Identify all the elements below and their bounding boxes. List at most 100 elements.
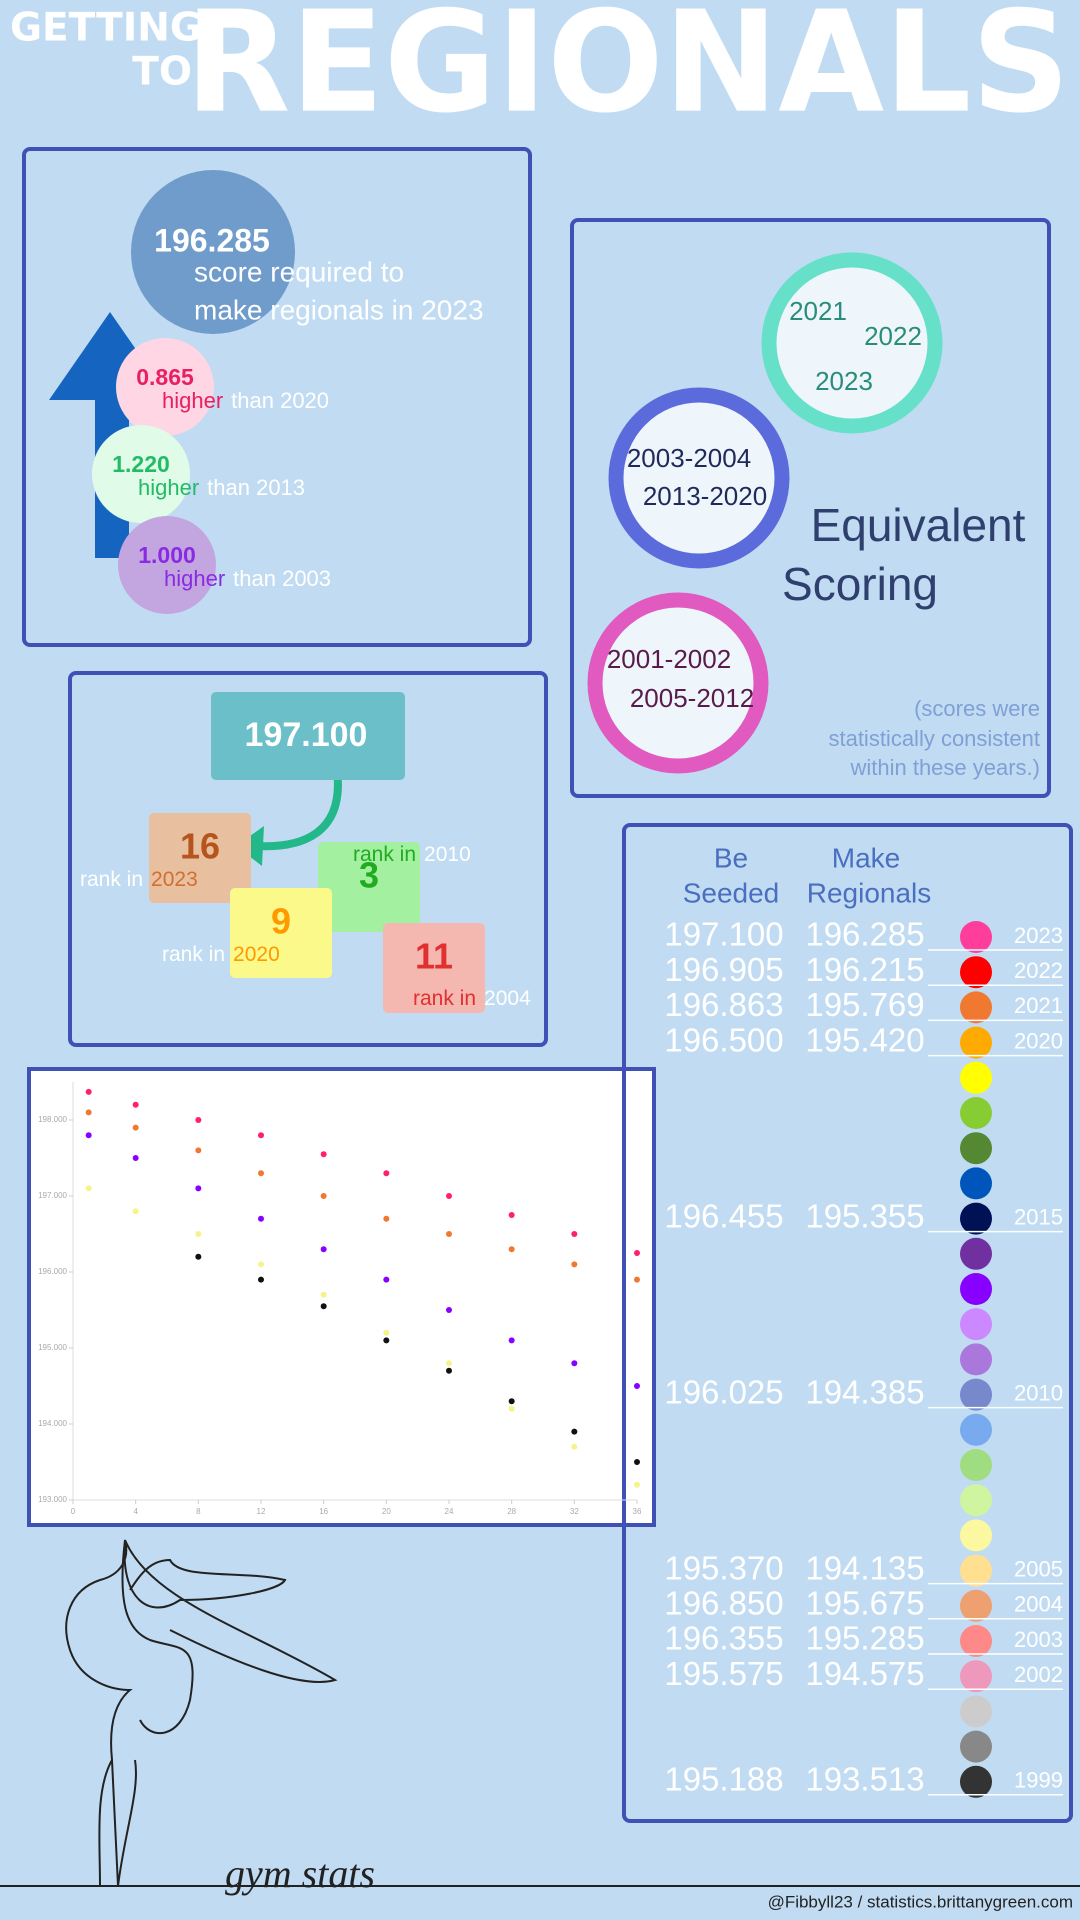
regionals-score: 194.575: [805, 1655, 924, 1692]
year-range: 2013-2020: [643, 481, 767, 511]
year-range: 2005-2012: [630, 683, 754, 713]
year: 2003: [1014, 1627, 1063, 1652]
point: [132, 1124, 139, 1131]
regionals-score: 195.355: [805, 1197, 924, 1234]
year-dot: [960, 1308, 992, 1341]
point: [508, 1212, 515, 1218]
year-ring: [587, 592, 769, 774]
year-dot: [960, 1589, 992, 1622]
year-dot: [960, 921, 992, 953]
year-dot: [960, 1061, 992, 1094]
year-dot: [960, 1413, 992, 1446]
rank: 11: [415, 936, 453, 977]
label: higher than 2013: [138, 475, 305, 500]
year: 2005: [1014, 1556, 1063, 1581]
year-dot: [960, 1343, 992, 1376]
seeded-score: 196.850: [664, 1585, 783, 1622]
point: [320, 1246, 327, 1253]
label-part: rank in: [353, 843, 416, 866]
score: 196.285: [154, 222, 270, 258]
year: 1999: [1014, 1768, 1063, 1793]
seeded-score: 196.500: [664, 1021, 783, 1058]
regionals-score: 196.215: [805, 951, 924, 988]
seeded-score: 196.905: [664, 951, 783, 988]
point: [85, 1185, 92, 1192]
point: [508, 1337, 515, 1344]
point: [383, 1276, 390, 1283]
point: [132, 1208, 139, 1215]
year-dot: [960, 1449, 992, 1481]
year-dot: [960, 1484, 992, 1517]
point: [132, 1101, 139, 1108]
label-part: higher: [138, 475, 199, 500]
y-tick-label: 197.000: [38, 1191, 67, 1200]
note: (scores were: [914, 696, 1040, 721]
year-ring: [761, 252, 943, 434]
label-part: 2004: [484, 987, 531, 1010]
point: [320, 1151, 327, 1158]
regionals-score: 195.285: [805, 1620, 924, 1657]
year-ring: [608, 387, 790, 569]
x-tick-label: 32: [570, 1507, 579, 1516]
point: [634, 1383, 640, 1389]
regionals-score: 194.135: [805, 1549, 924, 1586]
regionals-score: 195.420: [805, 1021, 924, 1058]
point: [195, 1231, 202, 1237]
year: 2020: [1014, 1028, 1063, 1053]
point: [508, 1405, 515, 1412]
point: [258, 1215, 264, 1222]
column-header: Be: [714, 842, 748, 873]
point: [258, 1276, 264, 1283]
point: [85, 1088, 92, 1095]
label-part: higher: [164, 566, 225, 591]
regionals-score: 195.769: [805, 986, 924, 1023]
arrow: [254, 766, 342, 851]
point: [634, 1276, 640, 1283]
point: [508, 1246, 515, 1253]
rank: 3: [359, 855, 379, 896]
year-dot: [960, 1237, 992, 1270]
comparison-value: 1.000: [138, 542, 196, 568]
regionals-score: 196.285: [805, 916, 924, 953]
chart-panel: [27, 1067, 656, 1527]
year-dot: [960, 1378, 992, 1411]
year-dot: [960, 1765, 992, 1798]
year: 2015: [1014, 1204, 1063, 1229]
year-dot: [960, 1273, 992, 1305]
year-dot: [960, 1625, 992, 1657]
note: within these years.): [849, 755, 1040, 780]
brand: gym stats: [225, 1851, 375, 1896]
gymnast-drawing: [65, 1539, 338, 1887]
comparison-circle: [92, 425, 190, 523]
panel: [22, 147, 532, 647]
year-dot: [960, 956, 992, 989]
regionals-score: 195.675: [805, 1585, 924, 1622]
note: statistically consistent: [828, 726, 1040, 751]
seeded-score: 195.370: [664, 1549, 783, 1586]
year-dot: [960, 1519, 992, 1552]
column-header: Regionals: [807, 877, 932, 908]
year-range: 2003-2004: [627, 443, 751, 473]
year-range: 2022: [864, 321, 922, 351]
x-tick-label: 28: [507, 1507, 516, 1516]
year-range: 2021: [789, 296, 847, 326]
credit: @Fibbyll23 / statistics.brittanygreen.co…: [768, 1892, 1073, 1911]
label-part: rank in: [413, 987, 476, 1010]
label-part: than 2020: [231, 388, 329, 413]
year-dot: [960, 1202, 992, 1235]
point: [571, 1428, 578, 1435]
panel: [570, 218, 1051, 798]
column-header: Seeded: [683, 877, 780, 908]
regionals-score: 194.385: [805, 1373, 924, 1410]
year: 2021: [1014, 993, 1063, 1018]
point: [320, 1291, 327, 1298]
label: rank in 2010: [353, 843, 471, 866]
panel: [622, 823, 1073, 1823]
point: [320, 1303, 327, 1310]
year-dot: [960, 991, 992, 1024]
rank-box: [383, 923, 485, 1013]
comparison-value: 1.220: [112, 451, 170, 477]
y-tick-label: 195.000: [38, 1343, 67, 1352]
point: [508, 1398, 515, 1405]
